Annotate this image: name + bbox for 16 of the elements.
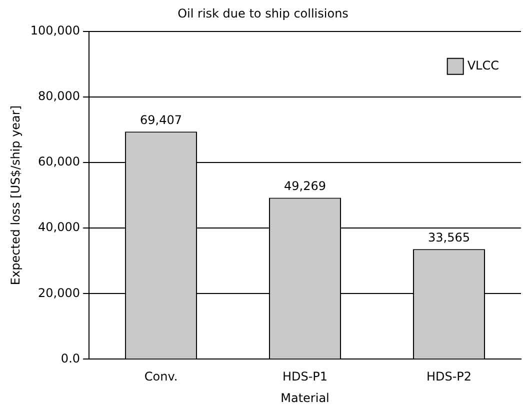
y-tick-label: 60,000 [38,154,80,169]
y-tick-label: 100,000 [30,24,80,38]
x-axis-title: Material [280,390,330,405]
data-label: 49,269 [284,178,326,193]
x-tick-label: Conv. [144,370,178,384]
x-tick-label: HDS-P2 [426,370,472,384]
y-tick-label: 80,000 [38,89,80,104]
legend-label: VLCC [467,58,500,73]
y-tick-label: 20,000 [38,286,80,300]
y-tick-label: 0.0 [60,351,80,366]
data-label: 33,565 [428,230,470,244]
chart-title: Oil risk due to ship collisions [178,6,348,20]
y-tick-label: 40,000 [38,220,80,234]
data-label: 69,407 [140,112,182,127]
x-tick-label: HDS-P1 [282,370,328,384]
y-axis-title: Expected loss [US$/ship year] [8,105,22,286]
